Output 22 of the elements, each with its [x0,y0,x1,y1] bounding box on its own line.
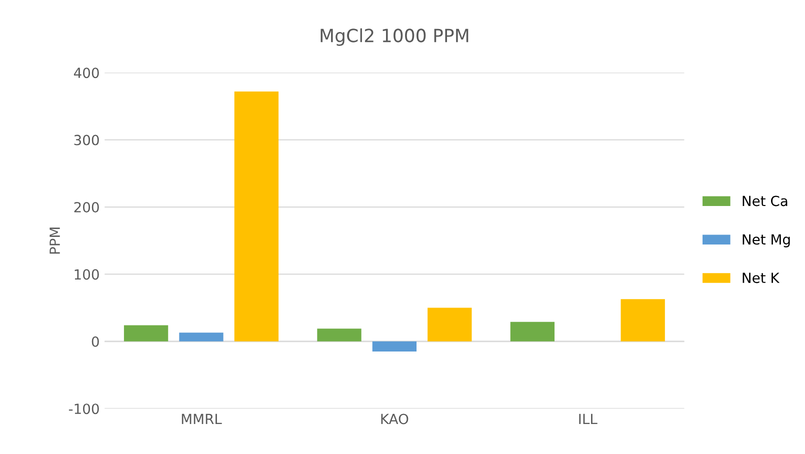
y-axis-title: PPM [50,228,60,254]
y-tick-label: 200 [74,202,99,212]
chart-title: MgCl2 1000 PPM [320,28,468,46]
bar [317,328,362,342]
bar [510,322,555,342]
x-tick-label: KAO [381,414,408,424]
bar [234,91,279,342]
bar [179,332,224,342]
bar [428,308,472,342]
bar [620,299,665,342]
legend-label: Net K [742,272,780,284]
x-tick-label: MMRL [182,414,222,424]
bar [124,325,168,342]
y-tick-label: 100 [74,269,99,280]
x-tick-label: ILL [579,414,598,424]
y-tick-label: 400 [74,68,99,78]
legend-label: Net Ca [742,196,788,206]
legend-label: Net Mg [742,234,790,248]
y-tick-label: -100 [68,404,99,414]
y-tick-label: 300 [74,134,99,146]
bar [372,341,417,352]
y-tick-label: 0 [92,336,99,347]
